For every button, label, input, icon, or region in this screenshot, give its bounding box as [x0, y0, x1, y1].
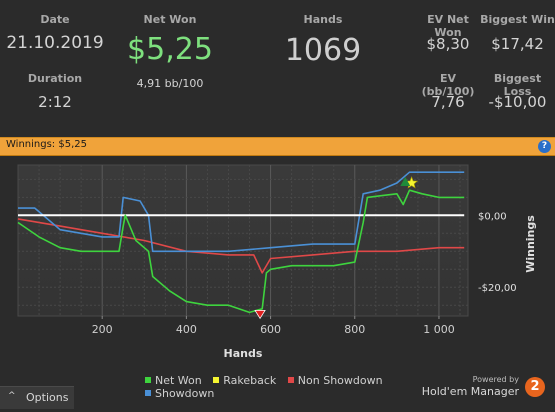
legend-row-2: Showdown [145, 387, 405, 400]
biggest-loss-label: Biggest Loss [493, 72, 542, 98]
net-won-value: $5,25 [127, 32, 213, 67]
duration-value: 2:12 [38, 93, 72, 111]
y-tick-label: -$20,00 [478, 283, 517, 294]
series-line-non-showdown [17, 218, 465, 274]
series-lines [17, 171, 465, 314]
winnings-chart: 200 400 600 800 1 000 $0,00 -$20,00 Hands Win… [17, 164, 537, 360]
legend-item-showdown[interactable]: Showdown [145, 387, 214, 400]
biggest-loss-marker[interactable] [254, 310, 266, 320]
net-won-swatch [145, 377, 151, 383]
duration-label: Duration [27, 72, 83, 85]
options-button[interactable]: ^ Options [0, 386, 74, 409]
date-value: 21.10.2019 [6, 33, 104, 53]
date-label: Date [40, 13, 70, 26]
biggest-win-label: Biggest Win [480, 13, 555, 26]
x-tick-label: 800 [344, 323, 365, 336]
x-tick-label: 200 [92, 323, 113, 336]
rakeback-swatch [213, 377, 220, 383]
x-axis-label: Hands [224, 347, 263, 360]
net-won-bb100: 4,91 bb/100 [136, 77, 204, 90]
legend-item-net-won[interactable]: Net Won [145, 374, 202, 387]
biggest-loss-value: -$10,00 [488, 93, 547, 111]
legend-non-showdown-label: Non Showdown [297, 374, 383, 387]
legend-item-rakeback[interactable]: Rakeback [213, 374, 276, 387]
biggest-win-value: $17,42 [491, 35, 544, 53]
caret-up-icon: ^ [8, 391, 16, 401]
series-line-net-won [17, 189, 465, 314]
hands-value: 1069 [284, 33, 362, 68]
stats-panel: Date 21.10.2019 Duration 2:12 Net Won $5… [0, 0, 555, 137]
legend-rakeback-label: Rakeback [223, 374, 277, 387]
brand-name: Hold'em Manager [421, 385, 519, 398]
y-axis-ticks: $0,00 -$20,00 [478, 211, 517, 294]
markers [254, 176, 419, 320]
x-tick-label: 600 [260, 323, 281, 336]
grid [18, 165, 468, 316]
options-label: Options [26, 391, 69, 404]
net-won-label: Net Won [143, 13, 197, 26]
ev-bb100-value: 7,76 [431, 93, 465, 111]
biggest-win-marker[interactable] [400, 176, 411, 186]
series-line-showdown [18, 171, 465, 253]
legend-net-won-label: Net Won [155, 374, 202, 387]
ev-net-won-value: $8,30 [426, 35, 470, 53]
hands-label: Hands [303, 13, 343, 26]
legend-showdown-label: Showdown [155, 387, 215, 400]
hm2-logo-icon: 2 [525, 377, 545, 397]
winnings-text: Winnings: $5,25 [6, 139, 87, 150]
y-axis-label: Winnings [524, 215, 537, 273]
legend: Net Won Rakeback Non Showdown Showdown [145, 374, 405, 400]
x-axis-ticks: 200 400 600 800 1 000 [92, 316, 455, 336]
non-showdown-swatch [287, 377, 294, 383]
y-tick-label: $0,00 [478, 211, 507, 222]
winnings-banner: Winnings: $5,25 ? [0, 137, 555, 156]
showdown-swatch [145, 390, 151, 396]
chart-area: 200 400 600 800 1 000 $0,00 -$20,00 Hands Win… [0, 156, 555, 408]
legend-item-non-showdown[interactable]: Non Showdown [287, 374, 383, 387]
plot-background [17, 164, 469, 317]
ev-bb100-label: EV (bb/100) [421, 72, 475, 98]
x-tick-label: 400 [176, 323, 197, 336]
powered-by-text: Powered by [472, 375, 519, 384]
help-icon[interactable]: ? [538, 140, 551, 153]
legend-row-1: Net Won Rakeback Non Showdown [145, 374, 405, 387]
ev-net-won-label: EV Net Won [427, 13, 469, 39]
x-tick-label: 1 000 [423, 323, 455, 336]
